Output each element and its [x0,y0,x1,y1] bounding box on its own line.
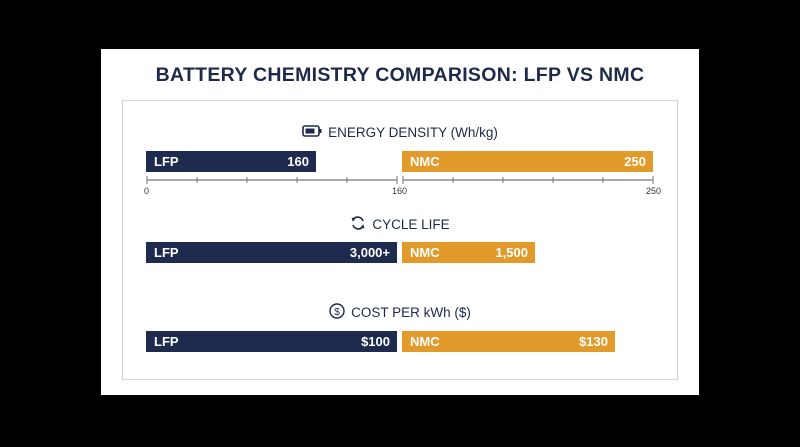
bar-value-label: 3,000+ [349,245,390,260]
bar-value-label: $130 [579,334,608,349]
chart-frame [122,100,678,380]
bar-value-label: 160 [287,154,309,169]
energy-density-nmc-bar: NMC 250 [402,151,653,172]
tick-label: 250 [646,186,662,196]
cost-lfp-bar: LFP $100 [146,331,397,352]
svg-text:$: $ [334,307,340,318]
cycle-life-heading: CYCLE LIFE [0,215,800,234]
bar-value-label: 250 [624,154,646,169]
cycle-life-nmc-bar: NMC 1,500 [402,242,535,263]
bar-series-label: NMC [410,154,440,169]
battery-icon [302,125,322,140]
bar-value-label: $100 [361,334,390,349]
cost-per-kwh-heading: $ COST PER kWh ($) [0,303,800,322]
cycle-life-lfp-bar: LFP 3,000+ [146,242,397,263]
chart-title: BATTERY CHEMISTRY COMPARISON: LFP VS NMC [155,64,645,86]
bar-series-label: LFP [154,334,179,349]
bar-series-label: NMC [410,334,440,349]
cycle-arrows-icon [350,215,366,234]
cost-nmc-bar: NMC $130 [402,331,615,352]
bar-value-label: 1,500 [495,245,528,260]
tick-label: 0 [144,186,150,196]
tick-label: 160 [392,186,408,196]
bar-series-label: NMC [410,245,440,260]
energy-density-lfp-bar: LFP 160 [146,151,316,172]
energy-density-heading: ENERGY DENSITY (Wh/kg) [0,124,800,140]
bar-series-label: LFP [154,154,179,169]
dollar-icon: $ [329,303,345,322]
axis-ticks [146,176,654,184]
bar-series-label: LFP [154,245,179,260]
